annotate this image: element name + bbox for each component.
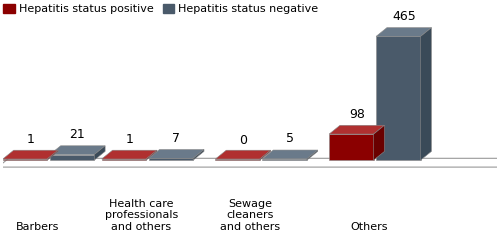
Polygon shape xyxy=(0,158,500,167)
Polygon shape xyxy=(420,27,432,160)
Polygon shape xyxy=(262,159,307,160)
Text: Barbers: Barbers xyxy=(16,222,59,232)
Polygon shape xyxy=(374,125,384,160)
Text: Sewage
cleaners
and others: Sewage cleaners and others xyxy=(220,199,280,232)
Polygon shape xyxy=(50,155,94,160)
Polygon shape xyxy=(376,36,420,160)
Polygon shape xyxy=(102,159,146,160)
Polygon shape xyxy=(48,150,58,160)
Polygon shape xyxy=(148,158,193,160)
Polygon shape xyxy=(50,146,105,155)
Text: 5: 5 xyxy=(286,132,294,146)
Text: 465: 465 xyxy=(392,10,415,23)
Legend: Hepatitis status positive, Hepatitis status negative: Hepatitis status positive, Hepatitis sta… xyxy=(4,4,318,14)
Polygon shape xyxy=(148,150,204,158)
Polygon shape xyxy=(329,125,384,134)
Polygon shape xyxy=(216,159,260,160)
Text: 0: 0 xyxy=(239,134,247,147)
Polygon shape xyxy=(260,150,271,160)
Polygon shape xyxy=(3,150,58,159)
Polygon shape xyxy=(3,159,48,160)
Polygon shape xyxy=(102,150,157,159)
Polygon shape xyxy=(329,134,374,160)
Polygon shape xyxy=(193,150,204,160)
Text: Others: Others xyxy=(350,222,388,232)
Text: 21: 21 xyxy=(70,128,86,141)
Polygon shape xyxy=(262,150,318,159)
Polygon shape xyxy=(94,146,105,160)
Polygon shape xyxy=(216,150,271,159)
Text: 1: 1 xyxy=(126,132,134,146)
Polygon shape xyxy=(307,150,318,160)
Text: 1: 1 xyxy=(26,132,34,146)
Polygon shape xyxy=(146,150,157,160)
Text: Health care
professionals
and others: Health care professionals and others xyxy=(104,199,178,232)
Text: 7: 7 xyxy=(172,132,180,145)
Text: 98: 98 xyxy=(349,108,364,121)
Polygon shape xyxy=(376,27,432,36)
